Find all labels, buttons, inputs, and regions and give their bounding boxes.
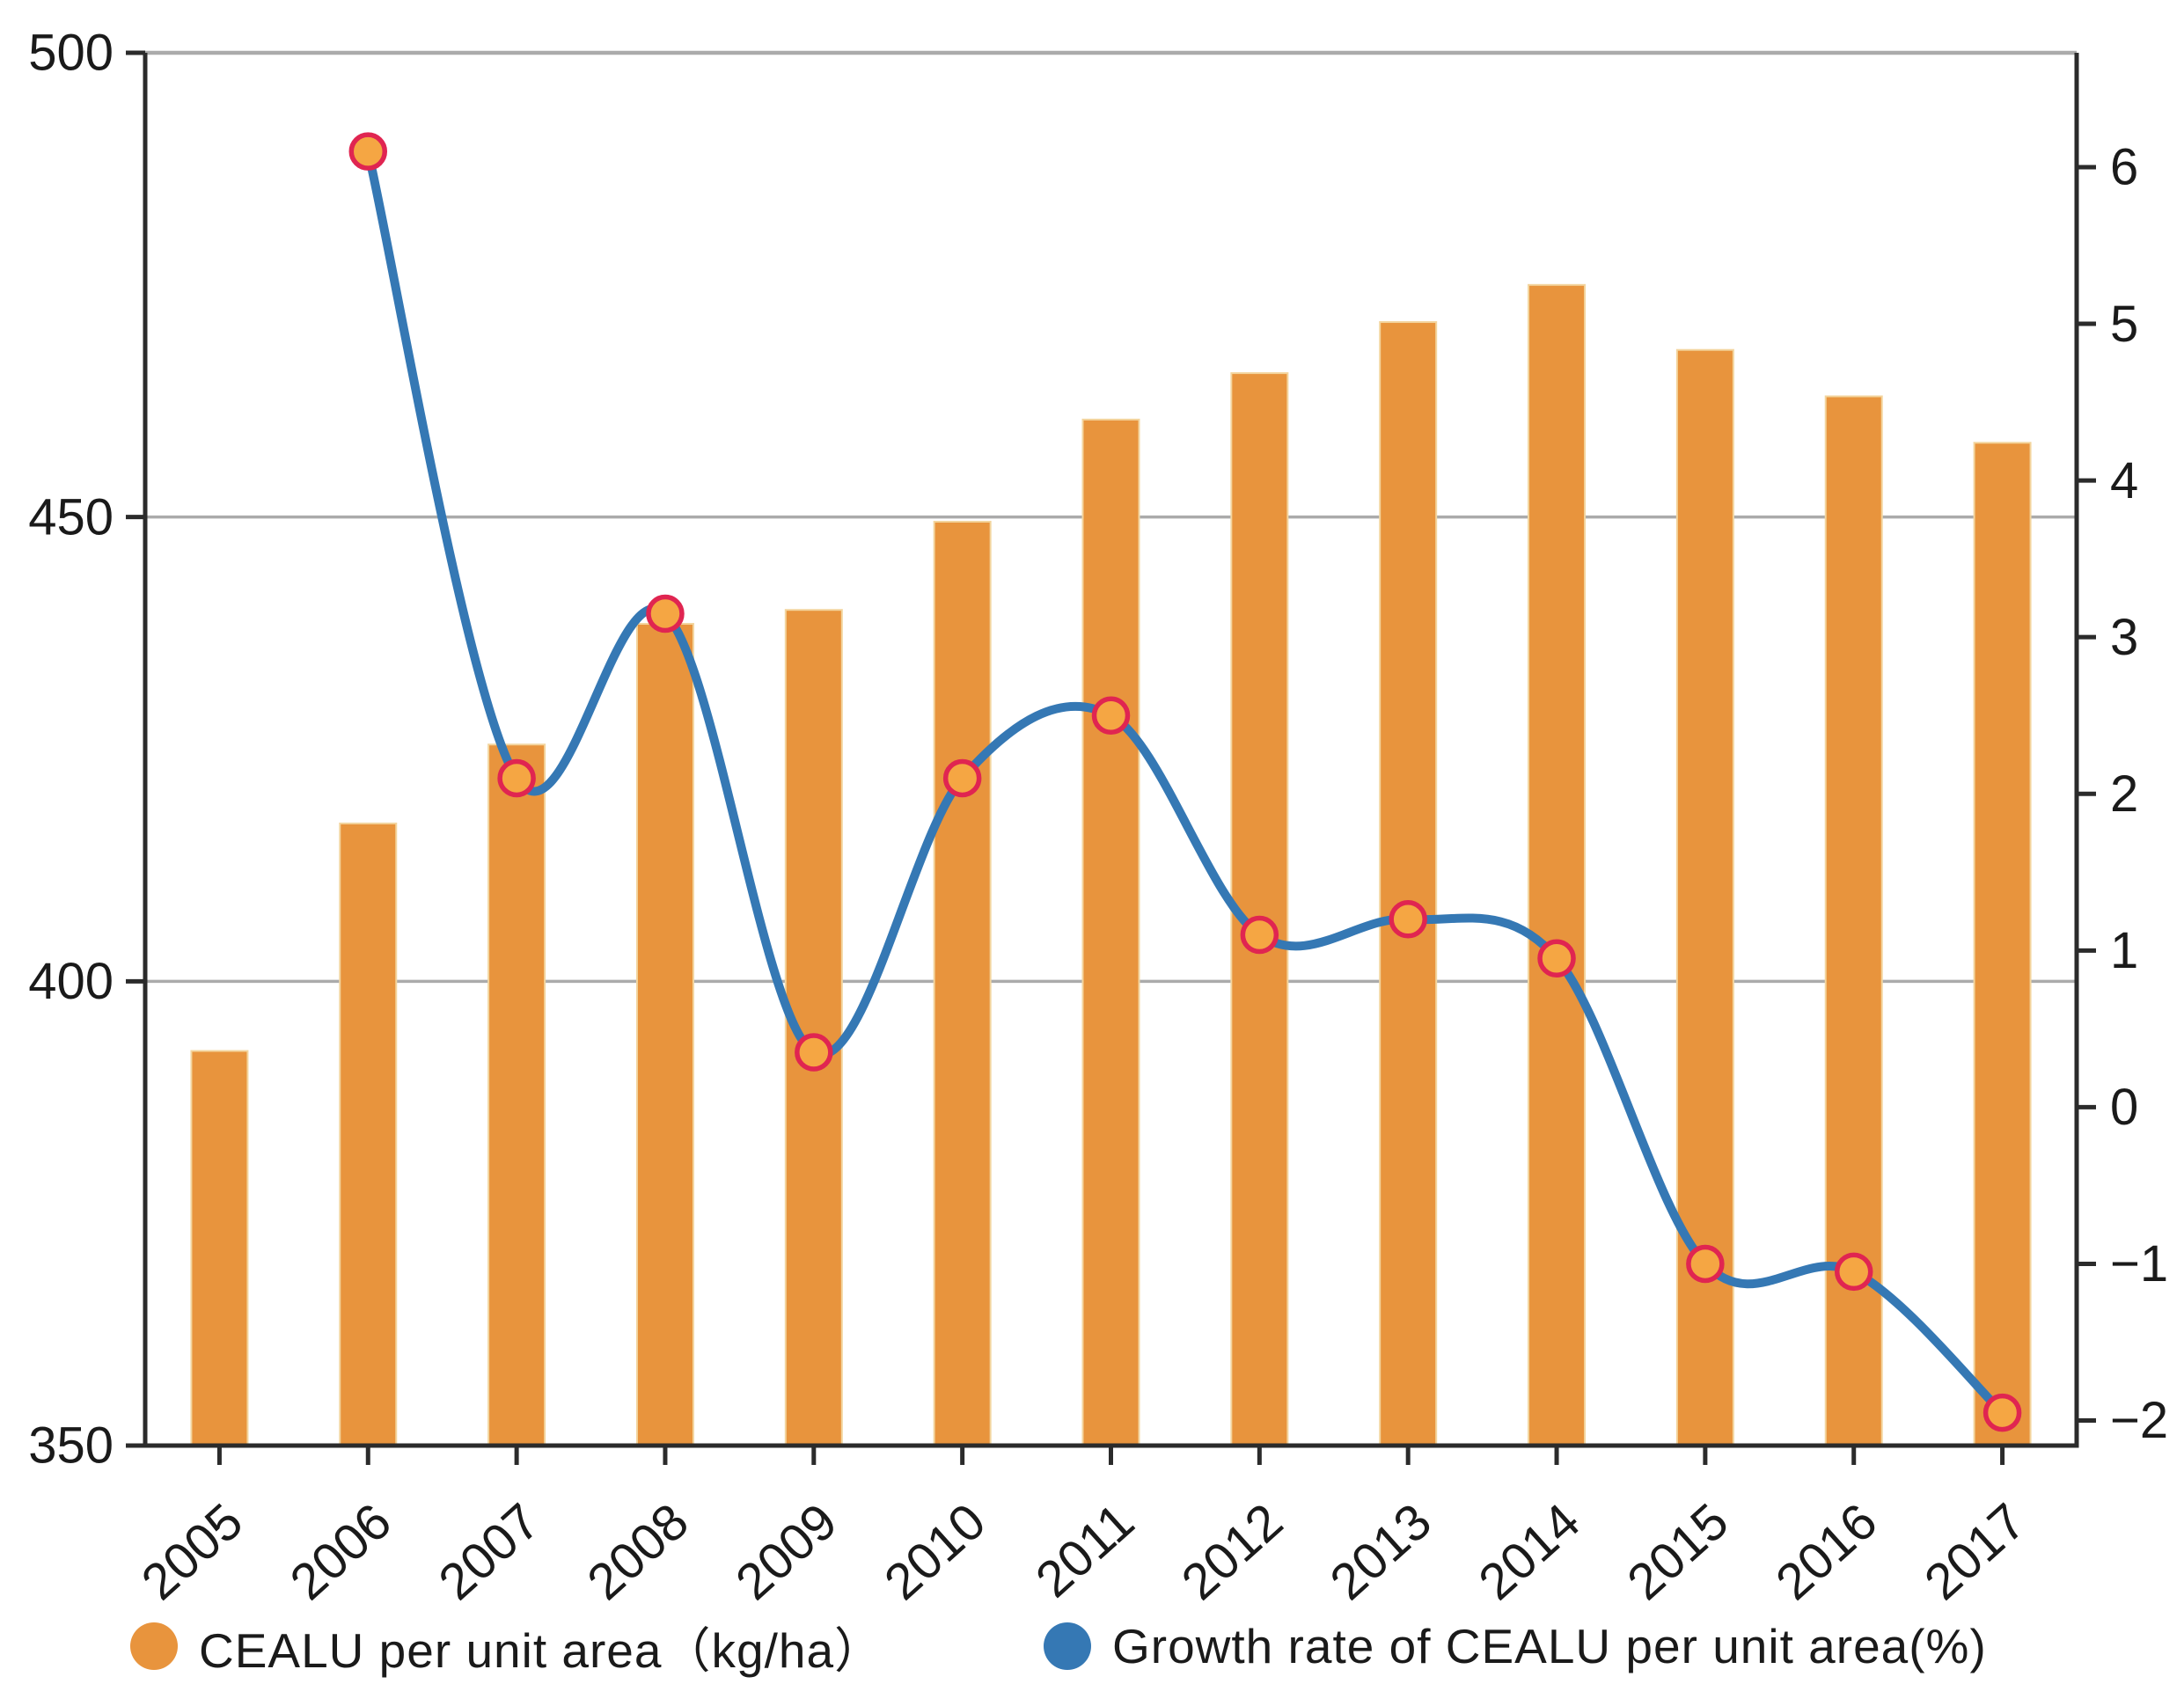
right-tick-label-5: 5 bbox=[2110, 296, 2138, 353]
x-tick-label-2015: 2015 bbox=[1616, 1492, 1739, 1611]
x-tick-label-2008: 2008 bbox=[576, 1492, 699, 1611]
bars-series bbox=[190, 283, 2032, 1447]
left-tick-label-450: 450 bbox=[28, 488, 114, 545]
left-tick-label-350: 350 bbox=[28, 1417, 114, 1475]
bar-2005 bbox=[190, 1050, 249, 1446]
bar-2006 bbox=[339, 822, 398, 1446]
right-tick-label-4: 4 bbox=[2110, 452, 2138, 509]
marker-2006 bbox=[348, 132, 388, 171]
marker-2007 bbox=[497, 758, 536, 798]
marker-2010 bbox=[942, 758, 982, 798]
bar-2014 bbox=[1528, 283, 1587, 1446]
right-tick-label--1: −1 bbox=[2110, 1235, 2168, 1292]
right-tick-label-1: 1 bbox=[2110, 922, 2138, 979]
growth-rate-line bbox=[363, 147, 2007, 1417]
x-tick-label-2006: 2006 bbox=[280, 1492, 402, 1611]
bar-2011 bbox=[1081, 418, 1140, 1446]
marker-2012 bbox=[1240, 915, 1279, 955]
x-tick-label-2011: 2011 bbox=[1025, 1492, 1145, 1608]
marker-2009 bbox=[795, 1033, 833, 1072]
marker-2008 bbox=[646, 594, 685, 633]
x-tick-label-2007: 2007 bbox=[428, 1492, 550, 1611]
bar-2007 bbox=[487, 743, 546, 1446]
x-tick-label-2009: 2009 bbox=[725, 1492, 847, 1611]
x-tick-label-2016: 2016 bbox=[1765, 1492, 1887, 1611]
x-tick-label-2017: 2017 bbox=[1914, 1492, 2036, 1611]
left-axis-ticks: 500 450 400 350 bbox=[28, 25, 145, 1475]
left-tick-label-400: 400 bbox=[28, 953, 114, 1010]
marker-2015 bbox=[1686, 1244, 1725, 1284]
bar-2010 bbox=[933, 520, 992, 1446]
right-tick-label-3: 3 bbox=[2110, 609, 2138, 666]
right-tick-label-2: 2 bbox=[2110, 765, 2138, 823]
marker-2013 bbox=[1389, 899, 1427, 939]
marker-2016 bbox=[1834, 1252, 1873, 1292]
bar-2013 bbox=[1379, 321, 1438, 1447]
x-tick-label-2013: 2013 bbox=[1320, 1492, 1442, 1611]
marker-2017 bbox=[1982, 1393, 2022, 1432]
x-tick-label-2012: 2012 bbox=[1171, 1492, 1294, 1611]
bar-2017 bbox=[1973, 442, 2032, 1446]
right-tick-label-0: 0 bbox=[2110, 1079, 2138, 1136]
bar-2008 bbox=[635, 623, 694, 1446]
right-axis-ticks: 6 5 4 3 2 1 0 −1 −2 bbox=[2077, 139, 2168, 1449]
x-tick-label-2010: 2010 bbox=[874, 1492, 996, 1611]
marker-2014 bbox=[1537, 939, 1576, 977]
right-tick-label-6: 6 bbox=[2110, 139, 2138, 196]
x-axis-ticks: 2005 2006 2007 2008 2009 2010 2011 2012 2013 2014… bbox=[131, 1446, 2036, 1611]
growth-rate-markers bbox=[348, 132, 2022, 1432]
left-tick-label-500: 500 bbox=[28, 25, 114, 82]
x-tick-label-2014: 2014 bbox=[1468, 1492, 1590, 1611]
x-tick-label-2005: 2005 bbox=[131, 1492, 253, 1611]
right-tick-label--2: −2 bbox=[2110, 1392, 2168, 1449]
marker-2011 bbox=[1091, 696, 1131, 735]
